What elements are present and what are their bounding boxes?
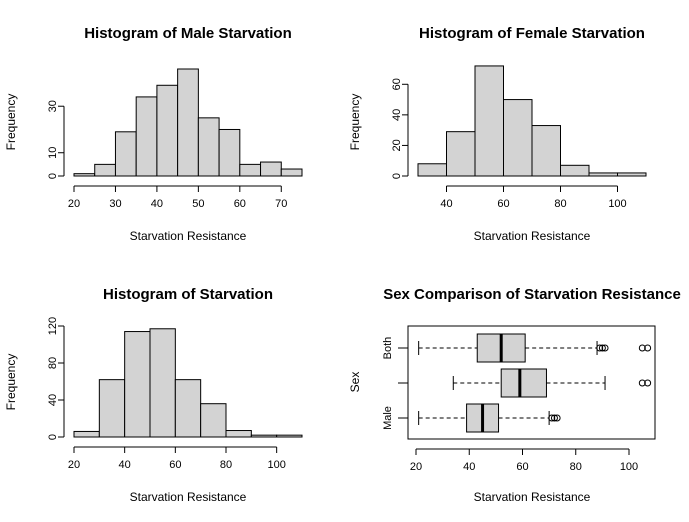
boxplot-group-outlier-point [598, 344, 606, 352]
combined-histogram-x-tick-label: 80 [220, 459, 232, 471]
female-histogram-bar [503, 99, 533, 177]
male-histogram-y-label: Frequency [4, 94, 18, 151]
female-histogram-y-tick-label: 20 [391, 139, 403, 151]
male-histogram-y-tick-label: 0 [47, 173, 59, 179]
female-histogram-x-tick-label: 40 [440, 198, 452, 210]
boxplot-group-outlier-point [644, 344, 652, 352]
female-histogram-bar [474, 65, 504, 177]
female-histogram-bar [531, 125, 561, 177]
combined-histogram-bar [149, 328, 176, 438]
combined-histogram-y-tick-label: 80 [47, 357, 59, 369]
female-histogram-x-tick-label: 100 [608, 198, 626, 210]
boxplot-group-outlier-point [638, 379, 646, 387]
female-histogram-y-tick-label: 60 [391, 78, 403, 90]
female-histogram-bar [446, 131, 476, 177]
male-histogram-bar [218, 128, 241, 177]
female-histogram-x-label: Starvation Resistance [474, 229, 591, 243]
boxplot-x-tick-label: 100 [620, 461, 638, 473]
boxplot-y-tick-label: Male [382, 406, 394, 430]
boxplot-x-tick-label: 40 [463, 461, 475, 473]
combined-histogram-bar [250, 434, 278, 438]
male-histogram-bar [73, 173, 96, 177]
sex-boxplot-y-label: Sex [348, 372, 362, 393]
combined-histogram-x-tick-label: 40 [119, 459, 131, 471]
male-histogram-x-tick-label: 30 [109, 198, 121, 210]
boxplot-x-tick-label: 20 [410, 461, 422, 473]
boxplot-group-outlier-point [638, 344, 646, 352]
combined-histogram-y-tick-label: 120 [47, 317, 59, 335]
male-histogram-y-tick-label: 10 [47, 147, 59, 159]
male-histogram-bar [260, 161, 282, 177]
male-histogram-y-tick-label: 30 [47, 100, 59, 112]
sex-boxplot-panel: Sex Comparison of Starvation Resistance … [348, 286, 681, 504]
male-histogram-panel: Histogram of Male Starvation Starvation … [4, 25, 303, 243]
male-histogram-bar [177, 68, 199, 177]
male-histogram-x-tick-label: 70 [275, 198, 287, 210]
female-histogram-bar [588, 172, 618, 177]
combined-histogram-x-label: Starvation Resistance [130, 490, 247, 504]
combined-histogram-title: Histogram of Starvation [103, 286, 273, 303]
boxplot-x-tick-label: 60 [516, 461, 528, 473]
male-histogram-bar [239, 163, 262, 177]
female-histogram-y-tick-label: 40 [391, 109, 403, 121]
male-histogram-bar [94, 163, 116, 177]
boxplot-group-outlier-point [548, 414, 556, 422]
combined-histogram-x-tick-label: 60 [169, 459, 181, 471]
male-histogram-title: Histogram of Male Starvation [84, 25, 292, 42]
combined-histogram-bar [124, 331, 151, 438]
male-histogram-bar [135, 96, 158, 177]
female-histogram-y-label: Frequency [348, 94, 362, 151]
male-histogram-bar [280, 168, 303, 177]
boxplot-group-box [500, 368, 547, 398]
female-histogram-bar [560, 164, 590, 177]
male-histogram-x-tick-label: 20 [68, 198, 80, 210]
male-histogram-bar [114, 131, 137, 177]
combined-histogram-bar [73, 430, 100, 438]
combined-histogram-y-tick-label: 40 [47, 394, 59, 406]
boxplot-x-tick-label: 80 [570, 461, 582, 473]
combined-histogram-y-tick-label: 0 [47, 434, 59, 440]
female-histogram-x-tick-label: 80 [554, 198, 566, 210]
combined-histogram-panel: Histogram of Starvation Starvation Resis… [4, 286, 303, 504]
combined-histogram-bar [200, 403, 227, 438]
male-histogram-bar [197, 117, 220, 177]
male-histogram-x-tick-label: 50 [192, 198, 204, 210]
combined-histogram-bar [225, 430, 252, 438]
male-histogram-bar [156, 84, 179, 177]
boxplot-group-outlier-point [644, 379, 652, 387]
female-histogram-bar [417, 163, 447, 177]
male-histogram-x-label: Starvation Resistance [130, 229, 247, 243]
female-histogram-bar [617, 172, 647, 177]
boxplot-group-outlier-point [601, 344, 609, 352]
boxplot-y-tick-label: Both [382, 337, 394, 360]
combined-histogram-x-tick-label: 100 [267, 459, 285, 471]
sex-boxplot-x-label: Starvation Resistance [474, 490, 591, 504]
combined-histogram-x-tick-label: 20 [68, 459, 80, 471]
female-histogram-x-tick-label: 60 [497, 198, 509, 210]
boxplot-group-outlier-point [553, 414, 561, 422]
sex-boxplot-title: Sex Comparison of Starvation Resistance [383, 286, 681, 303]
female-histogram-title: Histogram of Female Starvation [419, 25, 645, 42]
combined-histogram-bar [174, 379, 202, 438]
combined-histogram-bar [276, 434, 303, 438]
combined-histogram-bar [98, 379, 126, 438]
boxplot-group-outlier-point [550, 414, 558, 422]
boxplot-group-outlier-point [596, 344, 604, 352]
female-histogram-panel: Histogram of Female Starvation Starvatio… [348, 25, 647, 243]
female-histogram-y-tick-label: 0 [391, 173, 403, 179]
male-histogram-x-tick-label: 40 [151, 198, 163, 210]
combined-histogram-y-label: Frequency [4, 354, 18, 411]
male-histogram-x-tick-label: 60 [234, 198, 246, 210]
